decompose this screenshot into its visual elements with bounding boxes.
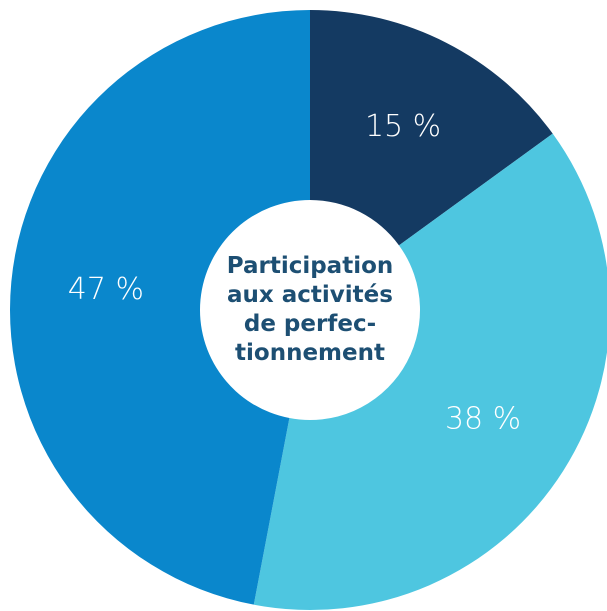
center-title: Participation: [227, 253, 394, 279]
donut-segment: [310, 10, 553, 246]
value-label: 15 %: [365, 109, 441, 144]
value-label: 38 %: [445, 401, 521, 436]
center-title: aux activités: [227, 282, 393, 308]
center-title: tionnement: [235, 340, 385, 366]
donut-segment: [10, 10, 311, 605]
value-label: 47 %: [68, 272, 144, 307]
center-title: de perfec-: [244, 311, 376, 337]
donut-segment: [253, 133, 607, 610]
